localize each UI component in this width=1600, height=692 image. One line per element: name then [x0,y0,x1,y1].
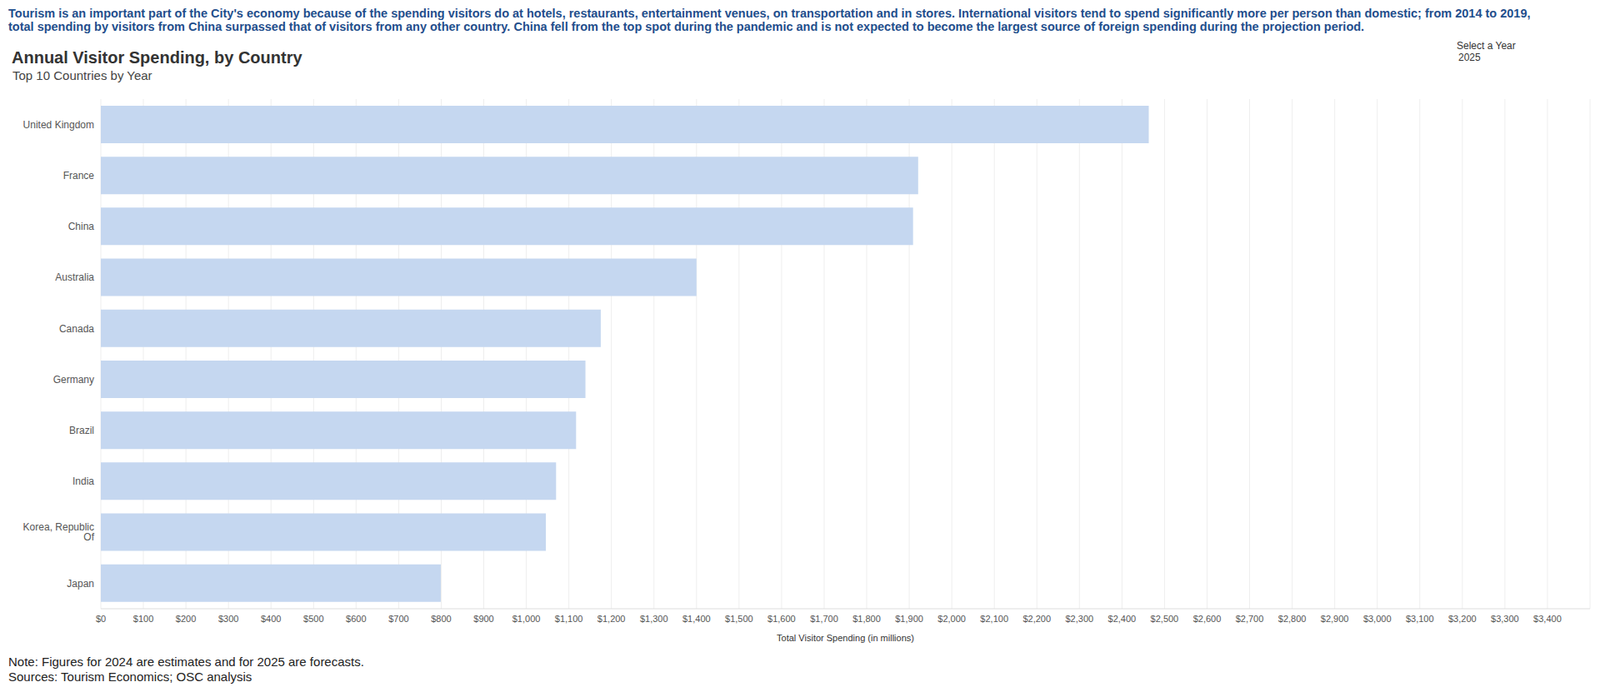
svg-text:$1,200: $1,200 [597,614,626,625]
svg-text:$800: $800 [430,614,451,625]
svg-text:$3,400: $3,400 [1533,614,1562,625]
svg-text:$1,100: $1,100 [555,614,584,625]
svg-text:$1,900: $1,900 [895,614,924,625]
svg-text:$500: $500 [303,614,324,625]
svg-text:$2,400: $2,400 [1108,614,1137,625]
svg-text:United Kingdom: United Kingdom [23,119,95,131]
svg-text:$1,700: $1,700 [810,614,839,625]
svg-text:$3,200: $3,200 [1448,614,1477,625]
html-text:Select a Year: Select a Year [1456,40,1516,52]
svg-text:$200: $200 [175,614,196,625]
svg-text:$3,000: $3,000 [1363,614,1392,625]
svg-text:$100: $100 [133,614,154,625]
svg-text:Australia: Australia [55,271,95,284]
svg-text:Brazil: Brazil [69,425,95,437]
svg-text:China: China [68,220,95,233]
svg-text:Japan: Japan [66,578,95,590]
svg-text:$2,900: $2,900 [1320,614,1350,625]
svg-text:$2,100: $2,100 [980,614,1009,625]
svg-text:$2,200: $2,200 [1022,614,1051,625]
svg-text:$1,500: $1,500 [725,614,754,625]
svg-text:Korea, RepublicOf: Korea, RepublicOf [23,521,95,544]
html-text:2025: 2025 [1458,51,1481,64]
svg-text:$2,000: $2,000 [937,614,966,625]
svg-text:$900: $900 [473,614,494,625]
svg-text:$300: $300 [218,614,239,625]
svg-text:$1,000: $1,000 [512,614,541,625]
svg-text:$2,700: $2,700 [1235,614,1265,625]
svg-text:$2,600: $2,600 [1193,614,1222,625]
html-text:Annual Visitor Spending, by Co: Annual Visitor Spending, by Country [11,48,303,67]
html-text:Note: Figures for 2024 are est: Note: Figures for 2024 are estimates and… [8,655,365,670]
html-text:Top 10 Countries by Year: Top 10 Countries by Year [12,68,153,83]
svg-text:$2,800: $2,800 [1278,614,1307,625]
svg-text:$700: $700 [388,614,409,625]
svg-text:$1,400: $1,400 [682,614,711,625]
svg-text:$2,300: $2,300 [1065,614,1094,625]
svg-text:$2,500: $2,500 [1150,614,1180,625]
svg-text:$1,800: $1,800 [852,614,881,625]
svg-text:Germany: Germany [53,374,95,386]
svg-text:$3,300: $3,300 [1490,614,1520,625]
html-text:Sources: Tourism Economics; OS: Sources: Tourism Economics; OSC analysis [8,670,252,685]
svg-text:France: France [63,170,95,182]
svg-text:India: India [72,475,95,488]
html-text:Tourism is an important part o: Tourism is an important part of the City… [8,6,1531,20]
svg-text:$1,300: $1,300 [640,614,669,625]
svg-text:$1,600: $1,600 [767,614,796,625]
svg-text:$0: $0 [95,614,106,625]
svg-text:$400: $400 [260,614,281,625]
svg-text:$3,100: $3,100 [1405,614,1435,625]
svg-text:Total Visitor Spending (in mil: Total Visitor Spending (in millions) [776,633,915,644]
svg-text:$600: $600 [345,614,366,625]
html-text:total spending by visitors fro: total spending by visitors from China su… [8,20,1365,34]
svg-text:Canada: Canada [59,323,95,335]
